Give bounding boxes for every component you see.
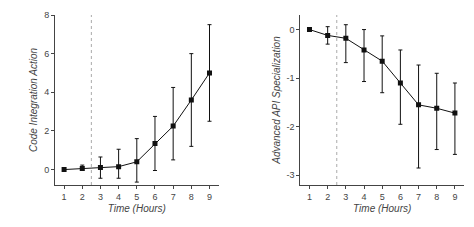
- svg-text:8: 8: [434, 192, 439, 202]
- svg-text:-2: -2: [287, 122, 295, 132]
- svg-text:6: 6: [152, 192, 157, 202]
- svg-text:2: 2: [44, 126, 49, 136]
- svg-text:0: 0: [290, 25, 295, 35]
- svg-text:-3: -3: [287, 170, 295, 180]
- svg-text:7: 7: [171, 192, 176, 202]
- svg-text:Code Integration Action: Code Integration Action: [28, 47, 39, 152]
- svg-text:2: 2: [325, 192, 330, 202]
- svg-text:-1: -1: [287, 73, 295, 83]
- svg-text:Time (Hours): Time (Hours): [108, 203, 166, 214]
- svg-text:8: 8: [44, 10, 49, 20]
- svg-text:4: 4: [44, 87, 49, 97]
- svg-text:Advanced API Specialization: Advanced API Specialization: [271, 36, 282, 165]
- svg-text:6: 6: [398, 192, 403, 202]
- svg-text:0: 0: [44, 165, 49, 175]
- svg-text:9: 9: [452, 192, 457, 202]
- svg-text:8: 8: [189, 192, 194, 202]
- svg-text:4: 4: [116, 192, 121, 202]
- svg-text:7: 7: [416, 192, 421, 202]
- svg-text:3: 3: [98, 192, 103, 202]
- svg-text:5: 5: [380, 192, 385, 202]
- svg-text:Time (Hours): Time (Hours): [353, 203, 411, 214]
- svg-text:3: 3: [343, 192, 348, 202]
- svg-text:1: 1: [307, 192, 312, 202]
- svg-text:6: 6: [44, 49, 49, 59]
- svg-text:9: 9: [207, 192, 212, 202]
- svg-text:2: 2: [80, 192, 85, 202]
- svg-text:4: 4: [362, 192, 367, 202]
- svg-text:5: 5: [134, 192, 139, 202]
- svg-text:1: 1: [62, 192, 67, 202]
